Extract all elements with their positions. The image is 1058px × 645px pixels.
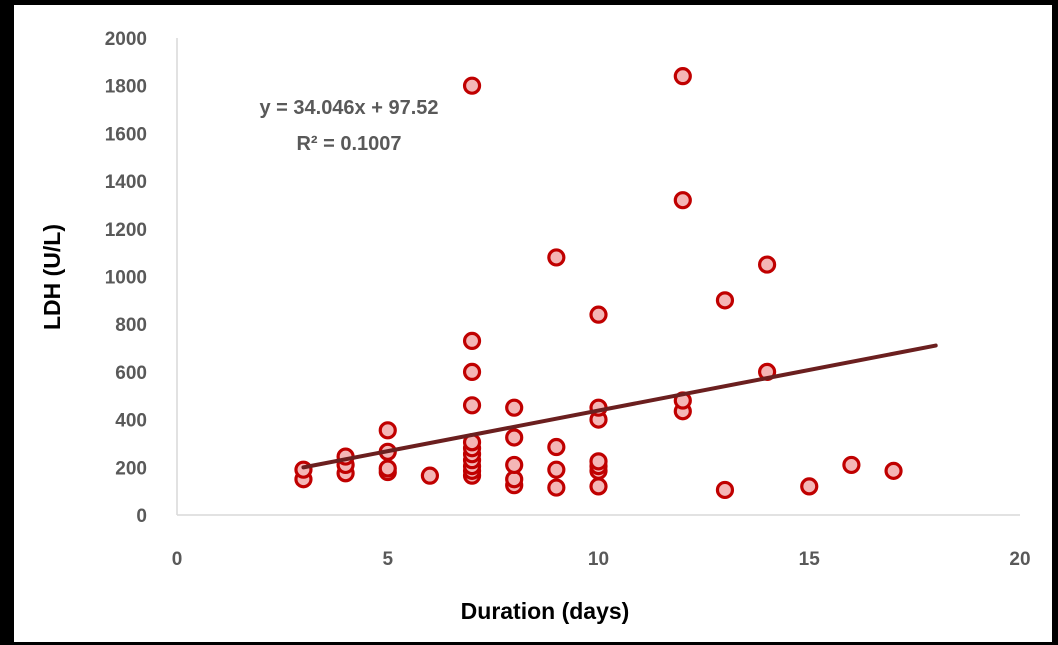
x-tick-label: 10 xyxy=(588,549,609,570)
data-point xyxy=(673,191,692,210)
y-tick-label: 1400 xyxy=(105,172,147,193)
data-point xyxy=(505,455,524,475)
trendline-equation: y = 34.046x + 97.52 R² = 0.1007 xyxy=(259,97,438,155)
data-point xyxy=(757,255,777,274)
r-squared-label: R² = 0.1007 xyxy=(296,133,401,155)
y-tick-label: 400 xyxy=(115,411,147,432)
data-point xyxy=(589,477,608,496)
x-tick-label: 20 xyxy=(1009,549,1030,570)
equation-label: y = 34.046x + 97.52 xyxy=(259,97,438,119)
data-point xyxy=(547,478,566,497)
y-tick-label: 2000 xyxy=(105,29,147,50)
x-tick-label: 0 xyxy=(172,549,183,570)
data-point xyxy=(462,396,482,415)
data-point xyxy=(884,461,903,480)
axes xyxy=(176,38,1020,516)
data-point xyxy=(462,331,482,350)
data-point xyxy=(715,291,735,310)
data-point xyxy=(715,480,735,500)
y-tick-label: 800 xyxy=(115,315,147,336)
data-point xyxy=(589,452,608,471)
data-point xyxy=(673,67,692,86)
x-axis-title: Duration (days) xyxy=(461,598,630,624)
y-tick-label: 0 xyxy=(136,506,147,527)
y-tick-label: 1200 xyxy=(105,220,147,241)
data-point xyxy=(800,477,819,496)
data-point xyxy=(420,466,439,485)
x-tick-label: 5 xyxy=(382,549,393,570)
data-point xyxy=(462,362,482,381)
data-point xyxy=(378,459,397,478)
y-tick-label: 600 xyxy=(115,363,147,384)
y-axis-title: LDH (U/L) xyxy=(39,224,65,330)
x-tick-label: 15 xyxy=(799,549,821,570)
data-point xyxy=(589,305,608,324)
y-tick-label: 1000 xyxy=(105,268,147,289)
y-tick-label: 1800 xyxy=(105,77,147,98)
trendline-group xyxy=(301,343,938,470)
data-point xyxy=(505,428,524,447)
y-tick-label: 200 xyxy=(115,458,147,479)
data-point xyxy=(505,398,524,417)
data-point xyxy=(547,437,566,457)
data-points xyxy=(294,67,903,500)
data-point xyxy=(378,421,397,440)
x-tick-labels: 0 5 10 15 20 xyxy=(172,549,1031,570)
y-tick-label: 1600 xyxy=(105,124,147,145)
data-point xyxy=(462,76,482,95)
data-point xyxy=(842,455,861,475)
data-point xyxy=(547,248,566,267)
trendline xyxy=(301,343,938,470)
data-point xyxy=(547,460,566,479)
y-tick-labels: 0 200 400 600 800 1000 1200 1400 1600 1800 2000 xyxy=(105,29,147,527)
